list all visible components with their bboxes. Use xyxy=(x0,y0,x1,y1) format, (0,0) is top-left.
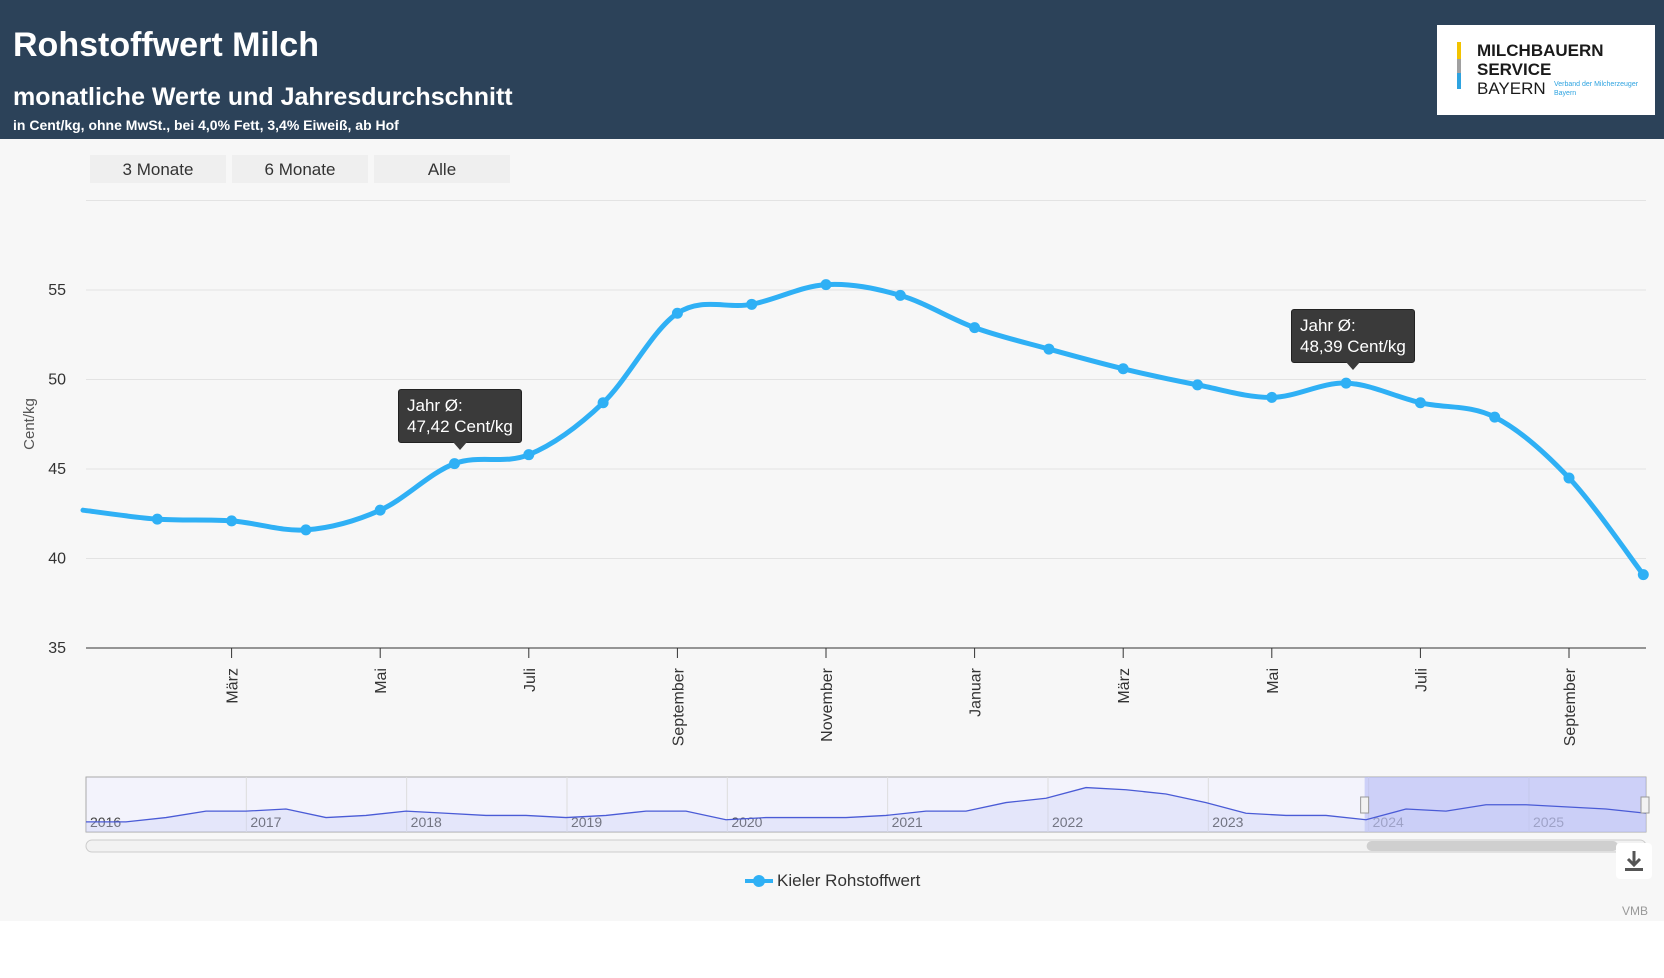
x-tick-label: Januar xyxy=(968,667,985,717)
x-tick-label: September xyxy=(1562,667,1579,746)
range-button-3-months[interactable]: 3 Monate xyxy=(90,155,226,183)
x-tick-label: September xyxy=(670,667,687,746)
tooltip-label: Jahr Ø: xyxy=(1300,316,1356,335)
navigator-year-label: 2022 xyxy=(1052,814,1083,830)
brand-logo: MILCHBAUERN SERVICE BAYERN Verband der M… xyxy=(1437,25,1655,115)
download-button[interactable] xyxy=(1616,843,1652,879)
x-tick-label: November xyxy=(819,667,836,741)
tooltip-value: 47,42 Cent/kg xyxy=(407,417,513,436)
page-title: Rohstoffwert Milch xyxy=(13,26,319,64)
data-point[interactable] xyxy=(151,513,163,525)
navigator-year-label: 2023 xyxy=(1212,814,1243,830)
data-point[interactable] xyxy=(1340,377,1352,389)
navigator-year-label: 2018 xyxy=(411,814,442,830)
navigator-year-label: 2017 xyxy=(250,814,281,830)
navigator-year-label: 2021 xyxy=(892,814,923,830)
y-tick-label: 45 xyxy=(48,461,66,478)
tooltip-label: Jahr Ø: xyxy=(407,396,463,415)
legend-dot-marker xyxy=(753,875,765,887)
logo-line-2: SERVICE xyxy=(1477,60,1552,79)
navigator-handle[interactable] xyxy=(1640,796,1650,814)
logo-line-1: MILCHBAUERN xyxy=(1477,41,1604,60)
y-axis-title: Cent/kg xyxy=(21,398,38,450)
data-point[interactable] xyxy=(226,515,238,527)
page-subtitle: monatliche Werte und Jahresdurchschnitt xyxy=(13,83,513,111)
tooltip-year-average-2: Jahr Ø: 48,39 Cent/kg xyxy=(1291,309,1415,370)
range-button-all[interactable]: Alle xyxy=(374,155,510,183)
data-point[interactable] xyxy=(300,524,312,536)
navigator-year-label: 2019 xyxy=(571,814,602,830)
data-point[interactable] xyxy=(1414,397,1426,409)
logo-bar-yellow xyxy=(1457,42,1461,59)
data-point[interactable] xyxy=(1489,411,1501,423)
x-tick-label: Juli xyxy=(1413,668,1430,692)
range-button-6-months[interactable]: 6 Monate xyxy=(232,155,368,183)
data-point[interactable] xyxy=(746,298,758,310)
y-tick-label: 50 xyxy=(48,372,66,389)
data-point[interactable] xyxy=(969,322,981,334)
legend-label: Kieler Rohstoffwert xyxy=(777,871,921,890)
data-point[interactable] xyxy=(1563,472,1575,484)
navigator-area xyxy=(86,787,1646,832)
data-point[interactable] xyxy=(374,504,386,516)
y-tick-label: 40 xyxy=(48,551,66,568)
tooltip-year-average-1: Jahr Ø: 47,42 Cent/kg xyxy=(398,389,522,450)
data-point[interactable] xyxy=(820,279,832,291)
scrollbar-thumb[interactable] xyxy=(1366,841,1618,851)
unit-note: in Cent/kg, ohne MwSt., bei 4,0% Fett, 3… xyxy=(13,117,399,133)
data-point[interactable] xyxy=(523,449,535,461)
x-tick-label: Juli xyxy=(522,668,539,692)
logo-tagline: Verband der Milcherzeuger Bayern xyxy=(1554,81,1639,97)
data-point[interactable] xyxy=(1637,569,1649,581)
x-tick-label: März xyxy=(1116,668,1133,704)
series-line[interactable] xyxy=(80,281,1646,578)
data-point[interactable] xyxy=(1192,379,1203,391)
navigator-series-line xyxy=(86,786,1647,823)
data-point[interactable] xyxy=(597,397,609,409)
x-tick-label: Mai xyxy=(1265,668,1282,694)
tooltip-arrow xyxy=(1345,362,1360,370)
data-point[interactable] xyxy=(1117,363,1129,375)
data-point[interactable] xyxy=(894,289,906,301)
tooltip-value: 48,39 Cent/kg xyxy=(1300,337,1406,356)
x-tick-label: Mai xyxy=(373,668,390,694)
x-tick-label: März xyxy=(225,668,242,704)
data-point[interactable] xyxy=(1043,343,1055,355)
tooltip-arrow xyxy=(452,442,467,450)
header-bar: Rohstoffwert Milch monatliche Werte und … xyxy=(0,0,1664,139)
data-point[interactable] xyxy=(449,458,460,470)
y-tick-label: 55 xyxy=(48,282,66,299)
data-point[interactable] xyxy=(1266,391,1278,403)
logo-bar-blue xyxy=(1457,73,1461,89)
navigator-handle[interactable] xyxy=(1360,796,1370,814)
logo-bar-grey xyxy=(1457,59,1461,73)
credit-label: VMB xyxy=(1622,904,1649,918)
logo-line-3: BAYERN xyxy=(1477,79,1546,98)
download-icon xyxy=(1625,851,1643,871)
y-tick-label: 35 xyxy=(48,640,66,657)
data-point[interactable] xyxy=(671,307,683,319)
